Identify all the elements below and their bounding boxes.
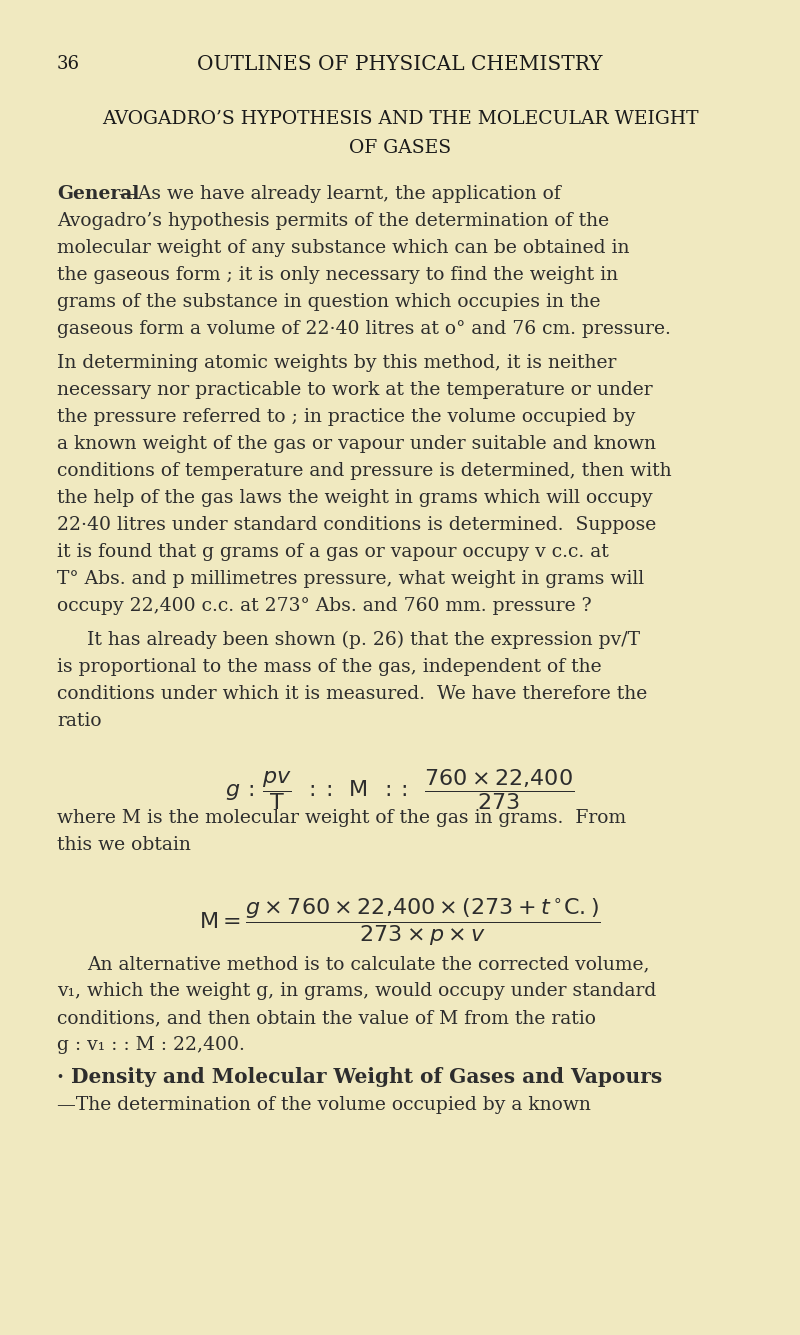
Text: a known weight of the gas or vapour under suitable and known: a known weight of the gas or vapour unde… [57, 435, 656, 453]
Text: is proportional to the mass of the gas, independent of the: is proportional to the mass of the gas, … [57, 658, 602, 676]
Text: conditions of temperature and pressure is determined, then with: conditions of temperature and pressure i… [57, 462, 672, 481]
Text: ratio: ratio [57, 712, 102, 730]
Text: 22·40 litres under standard conditions is determined.  Suppose: 22·40 litres under standard conditions i… [57, 517, 656, 534]
Text: 36: 36 [57, 55, 80, 73]
Text: General: General [57, 186, 139, 203]
Text: v₁, which the weight g, in grams, would occupy under standard: v₁, which the weight g, in grams, would … [57, 983, 656, 1000]
Text: the pressure referred to ; in practice the volume occupied by: the pressure referred to ; in practice t… [57, 409, 635, 426]
Text: OUTLINES OF PHYSICAL CHEMISTRY: OUTLINES OF PHYSICAL CHEMISTRY [198, 55, 602, 73]
Text: the help of the gas laws the weight in grams which will occupy: the help of the gas laws the weight in g… [57, 489, 653, 507]
Text: conditions, and then obtain the value of M from the ratio: conditions, and then obtain the value of… [57, 1009, 596, 1027]
Text: g : v₁ : : M : 22,400.: g : v₁ : : M : 22,400. [57, 1036, 245, 1055]
Text: OF GASES: OF GASES [349, 139, 451, 158]
Text: It has already been shown (p. 26) that the expression pv/T: It has already been shown (p. 26) that t… [87, 631, 640, 649]
Text: Avogadro’s hypothesis permits of the determination of the: Avogadro’s hypothesis permits of the det… [57, 212, 609, 230]
Text: AVOGADRO’S HYPOTHESIS AND THE MOLECULAR WEIGHT: AVOGADRO’S HYPOTHESIS AND THE MOLECULAR … [102, 109, 698, 128]
Text: where M is the molecular weight of the gas in grams.  From: where M is the molecular weight of the g… [57, 809, 626, 826]
Text: necessary nor practicable to work at the temperature or under: necessary nor practicable to work at the… [57, 380, 653, 399]
Text: gaseous form a volume of 22·40 litres at o° and 76 cm. pressure.: gaseous form a volume of 22·40 litres at… [57, 320, 671, 338]
Text: molecular weight of any substance which can be obtained in: molecular weight of any substance which … [57, 239, 630, 258]
Text: T° Abs. and p millimetres pressure, what weight in grams will: T° Abs. and p millimetres pressure, what… [57, 570, 644, 587]
Text: —As we have already learnt, the application of: —As we have already learnt, the applicat… [119, 186, 561, 203]
Text: occupy 22,400 c.c. at 273° Abs. and 760 mm. pressure ?: occupy 22,400 c.c. at 273° Abs. and 760 … [57, 597, 592, 615]
Text: it is found that g grams of a gas or vapour occupy v c.c. at: it is found that g grams of a gas or vap… [57, 543, 609, 561]
Text: In determining atomic weights by this method, it is neither: In determining atomic weights by this me… [57, 354, 616, 372]
Text: the gaseous form ; it is only necessary to find the weight in: the gaseous form ; it is only necessary … [57, 266, 618, 284]
Text: $g\,:\,\dfrac{pv}{\mathrm{T}}\;\;::\;\;\mathrm{M}\;\;::\;\;\dfrac{760\times 22{,: $g\,:\,\dfrac{pv}{\mathrm{T}}\;\;::\;\;\… [226, 768, 574, 812]
Text: An alternative method is to calculate the corrected volume,: An alternative method is to calculate th… [87, 955, 650, 973]
Text: this we obtain: this we obtain [57, 836, 191, 854]
Text: conditions under which it is measured.  We have therefore the: conditions under which it is measured. W… [57, 685, 647, 704]
Text: —The determination of the volume occupied by a known: —The determination of the volume occupie… [57, 1096, 591, 1113]
Text: grams of the substance in question which occupies in the: grams of the substance in question which… [57, 292, 601, 311]
Text: · Density and Molecular Weight of Gases and Vapours: · Density and Molecular Weight of Gases … [57, 1067, 662, 1087]
Text: $\mathrm{M} = \dfrac{g \times 760 \times 22{,}400 \times (273 + t\,^{\circ}\math: $\mathrm{M} = \dfrac{g \times 760 \times… [199, 896, 601, 948]
